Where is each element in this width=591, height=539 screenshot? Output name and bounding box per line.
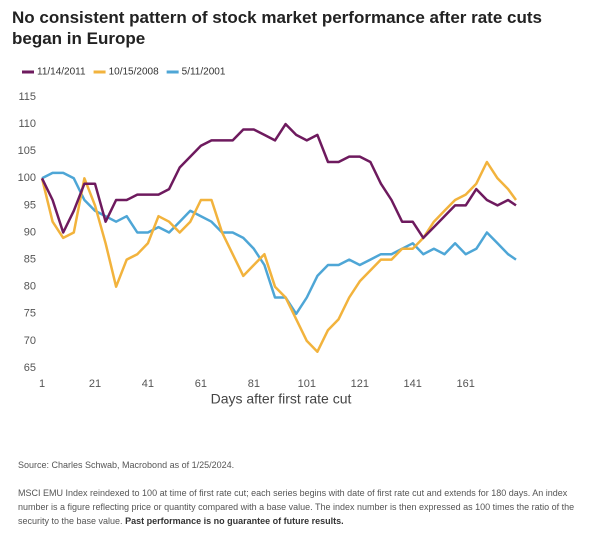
x-axis-label: Days after first rate cut xyxy=(211,391,352,407)
source: Source: Charles Schwab, Macrobond as of … xyxy=(18,460,235,470)
x-tick-label: 161 xyxy=(457,378,475,390)
x-tick-label: 81 xyxy=(248,378,260,390)
series-line xyxy=(40,122,517,240)
y-tick-label: 90 xyxy=(24,226,36,238)
y-tick-label: 95 xyxy=(24,199,36,211)
x-tick-label: 21 xyxy=(89,378,101,390)
y-tick-label: 75 xyxy=(24,308,36,320)
y-tick-label: 110 xyxy=(18,118,36,130)
x-tick-label: 101 xyxy=(298,378,316,390)
x-tick-label: 141 xyxy=(404,378,422,390)
note-emphasis: Past performance is no guarantee of futu… xyxy=(125,516,344,526)
x-tick-label: 41 xyxy=(142,378,154,390)
series-line xyxy=(40,160,518,353)
chart-title: No consistent pattern of stock market pe… xyxy=(12,8,542,48)
footnote: MSCI EMU Index reindexed to 100 at time … xyxy=(18,486,578,528)
x-tick-label: 1 xyxy=(39,378,45,390)
y-tick-label: 100 xyxy=(18,172,36,184)
legend-label: 10/15/2008 xyxy=(109,67,159,78)
y-tick-label: 80 xyxy=(24,281,36,293)
y-tick-label: 105 xyxy=(18,145,36,157)
y-tick-label: 65 xyxy=(24,362,36,374)
x-tick-label: 61 xyxy=(195,378,207,390)
note-text: MSCI EMU Index reindexed to 100 at time … xyxy=(18,488,575,526)
y-tick-label: 115 xyxy=(18,91,36,103)
legend-label: 5/11/2001 xyxy=(182,67,226,78)
y-tick-label: 70 xyxy=(24,335,36,347)
x-tick-label: 121 xyxy=(351,378,369,390)
series-line xyxy=(41,171,517,316)
y-tick-label: 85 xyxy=(24,254,36,266)
legend-label: 11/14/2011 xyxy=(37,67,86,78)
